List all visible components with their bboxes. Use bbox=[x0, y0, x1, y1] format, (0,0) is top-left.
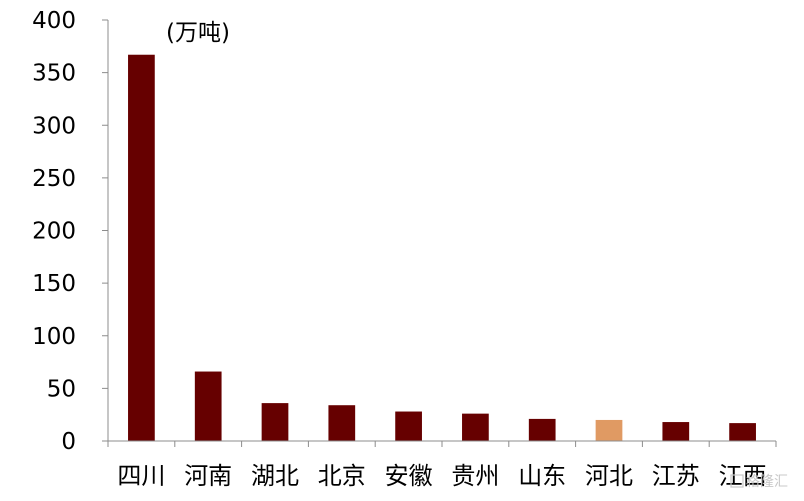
y-tick-label: 0 bbox=[61, 429, 76, 455]
y-tick-label: 200 bbox=[32, 219, 76, 245]
x-category-label: 四川 bbox=[117, 462, 165, 490]
axes bbox=[107, 20, 777, 447]
x-category-label: 江苏 bbox=[652, 462, 700, 490]
bar-5 bbox=[395, 411, 422, 441]
watermark-text: 格隆汇 bbox=[746, 474, 788, 490]
y-tick-label: 350 bbox=[32, 61, 76, 87]
x-category-label: 安徽 bbox=[385, 462, 433, 490]
bar-10 bbox=[729, 423, 756, 441]
y-tick-label: 400 bbox=[32, 8, 76, 34]
bar-1 bbox=[128, 54, 155, 442]
x-category-label: 北京 bbox=[318, 462, 366, 490]
y-tick-label: 250 bbox=[32, 166, 76, 192]
y-axis-ticks: 0 50 100 150 200 250 300 350 400 bbox=[32, 8, 108, 455]
y-tick-label: 50 bbox=[47, 376, 76, 402]
bar-8 bbox=[595, 419, 623, 441]
bar-7 bbox=[528, 418, 556, 441]
y-tick-label: 300 bbox=[32, 113, 76, 139]
bar-6 bbox=[462, 413, 489, 441]
bar-3 bbox=[261, 403, 289, 441]
y-tick-label: 100 bbox=[32, 324, 76, 350]
x-category-label: 河北 bbox=[585, 462, 633, 490]
unit-label: (万吨) bbox=[166, 20, 230, 46]
bar-9 bbox=[662, 422, 690, 441]
watermark: 格隆汇 bbox=[730, 474, 788, 490]
bar-2 bbox=[194, 371, 222, 441]
bars bbox=[128, 54, 756, 442]
x-category-label: 山东 bbox=[518, 462, 566, 490]
x-category-label: 河南 bbox=[184, 462, 232, 490]
watermark-logo-icon bbox=[730, 474, 744, 488]
x-axis-category-labels: 四川 河南 湖北 北京 安徽 贵州 山东 河北 江苏 江西 bbox=[117, 462, 766, 490]
y-tick-label: 150 bbox=[32, 271, 76, 297]
x-category-label: 贵州 bbox=[451, 462, 499, 490]
x-category-label: 湖北 bbox=[251, 462, 299, 490]
bar-4 bbox=[328, 405, 356, 441]
